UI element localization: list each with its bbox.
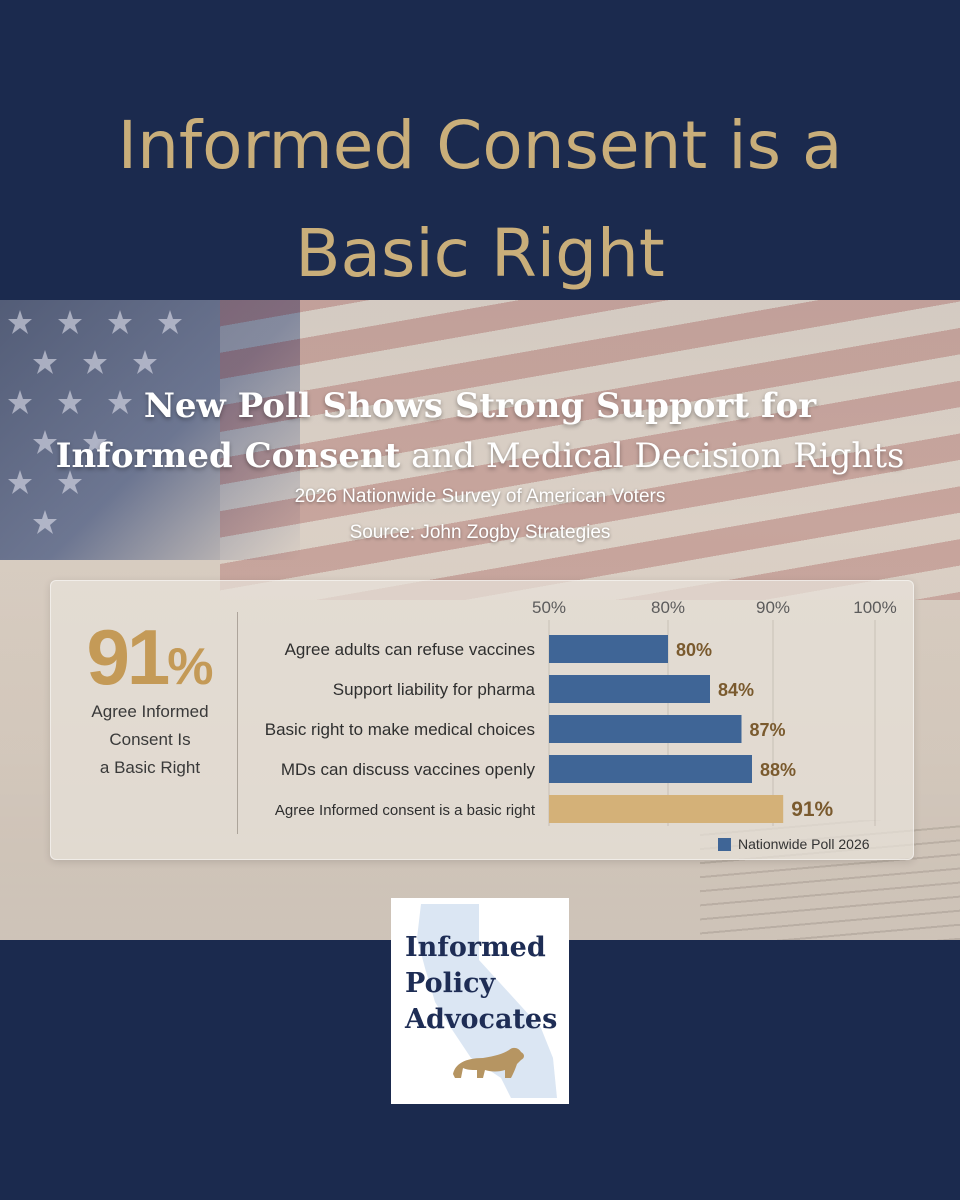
california-map-icon bbox=[417, 904, 557, 1098]
x-tick-label: 50% bbox=[532, 598, 566, 617]
logo-line-2: Policy bbox=[405, 968, 496, 999]
logo-text: Informed Policy Advocates bbox=[405, 930, 557, 1038]
highlight-percent: 91% bbox=[70, 612, 230, 703]
logo: Informed Policy Advocates bbox=[391, 898, 569, 1104]
poll-title-line-2: Informed Consent and Medical Decision Ri… bbox=[0, 436, 960, 476]
bar bbox=[549, 755, 752, 783]
poll-source: Source: John Zogby Strategies bbox=[349, 522, 611, 543]
legend-swatch bbox=[718, 837, 731, 851]
highlight-value: 91 bbox=[86, 613, 170, 701]
poll-title-line-1: New Poll Shows Strong Support for bbox=[143, 386, 817, 426]
logo-line-1: Informed bbox=[405, 932, 546, 963]
highlight-caption: Agree Informed Consent Is a Basic Right bbox=[62, 698, 238, 782]
value-label: 87% bbox=[750, 720, 786, 740]
poll-title-rest: and Medical Decision Rights bbox=[400, 436, 905, 476]
bar bbox=[549, 715, 742, 743]
highlight-caption-line-3: a Basic Right bbox=[99, 758, 201, 777]
value-label: 91% bbox=[791, 798, 833, 821]
highlight-caption-line-2: Consent Is bbox=[109, 730, 191, 749]
category-label: Agree adults can refuse vaccines bbox=[285, 640, 535, 659]
bar bbox=[549, 795, 784, 823]
card-divider bbox=[237, 612, 238, 834]
bar bbox=[549, 635, 668, 663]
bear-icon bbox=[453, 1047, 524, 1078]
value-label: 84% bbox=[718, 680, 754, 700]
x-tick-label: 80% bbox=[651, 598, 685, 617]
chart-legend: Nationwide Poll 2026 bbox=[718, 834, 870, 854]
category-label: Basic right to make medical choices bbox=[265, 720, 535, 739]
headline: Informed Consent is a Basic Right bbox=[0, 92, 960, 308]
value-label: 88% bbox=[760, 760, 796, 780]
logo-line-3: Advocates bbox=[405, 1004, 558, 1035]
poll-title-emphasis: Informed Consent bbox=[55, 436, 401, 476]
x-tick-label: 90% bbox=[756, 598, 790, 617]
legend-label: Nationwide Poll 2026 bbox=[738, 836, 870, 852]
poll-subtitle: 2026 Nationwide Survey of American Voter… bbox=[294, 486, 666, 507]
x-tick-label: 100% bbox=[853, 598, 896, 617]
value-label: 80% bbox=[676, 640, 712, 660]
bar bbox=[549, 675, 710, 703]
headline-line-2: Basic Right bbox=[295, 215, 665, 292]
highlight-symbol: % bbox=[167, 638, 214, 696]
headline-line-1: Informed Consent is a bbox=[117, 107, 843, 184]
category-label: MDs can discuss vaccines openly bbox=[281, 760, 536, 779]
category-label: Support liability for pharma bbox=[333, 680, 536, 699]
highlight-caption-line-1: Agree Informed bbox=[91, 702, 209, 721]
category-label: Agree Informed consent is a basic right bbox=[275, 802, 536, 819]
